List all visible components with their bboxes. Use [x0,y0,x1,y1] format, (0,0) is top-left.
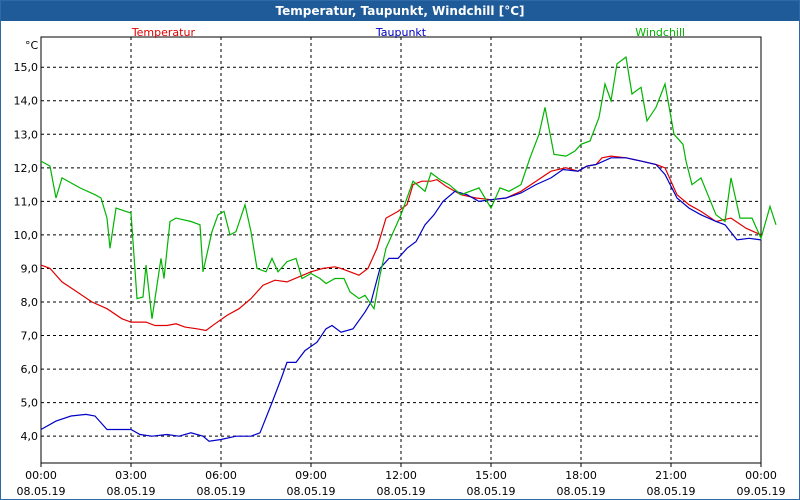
x-tick-time: 03:00 [115,469,147,482]
x-axis: 00:00 08.05.19 03:00 08.05.19 06:00 08.05.19 0… [17,463,786,498]
y-axis-label: °C [25,39,39,52]
legend-item-windchill: Windchill [635,26,685,39]
x-tick-time: 18:00 [565,469,597,482]
x-tick-date: 08.05.19 [647,485,696,498]
legend-item-taupunkt: Taupunkt [375,26,427,39]
x-tick-time: 09:00 [295,469,327,482]
x-tick-time: 15:00 [475,469,507,482]
x-tick-date: 08.05.19 [377,485,426,498]
y-tick-label: 8,0 [21,296,39,309]
x-tick-time: 00:00 [745,469,777,482]
legend: Temperatur Taupunkt Windchill [131,26,685,39]
y-tick-label: 5,0 [21,397,39,410]
y-tick-label: 10,0 [14,229,39,242]
y-tick-label: 9,0 [21,262,39,275]
x-tick-time: 06:00 [205,469,237,482]
x-tick-time: 12:00 [385,469,417,482]
grid-lines [41,37,761,463]
y-tick-label: 14,0 [14,95,39,108]
series-line-taupunkt [40,157,762,442]
x-tick-date: 08.05.19 [107,485,156,498]
x-tick-time: 21:00 [655,469,687,482]
y-tick-label: 11,0 [14,195,39,208]
x-tick-date: 08.05.19 [17,485,66,498]
y-tick-label: 13,0 [14,128,39,141]
y-tick-label: 6,0 [21,363,39,376]
y-tick-label: 15,0 [14,61,39,74]
y-tick-label: 12,0 [14,162,39,175]
series-line-windchill [40,56,777,319]
y-tick-label: 7,0 [21,330,39,343]
x-tick-date: 08.05.19 [557,485,606,498]
y-tick-label: 4,0 [21,430,39,443]
x-tick-time: 00:00 [25,469,57,482]
y-axis: 4,0 5,0 6,0 7,0 8,0 9,0 10,0 11,0 12,0 13,0 14,0 15… [14,61,39,443]
x-tick-date: 08.05.19 [467,485,516,498]
x-tick-date: 08.05.19 [287,485,336,498]
legend-item-temperatur: Temperatur [131,26,196,39]
window-title: Temperatur, Taupunkt, Windchill [°C] [1,1,799,21]
x-tick-date: 09.05.19 [737,485,786,498]
series-lines [40,56,777,442]
x-tick-date: 08.05.19 [197,485,246,498]
